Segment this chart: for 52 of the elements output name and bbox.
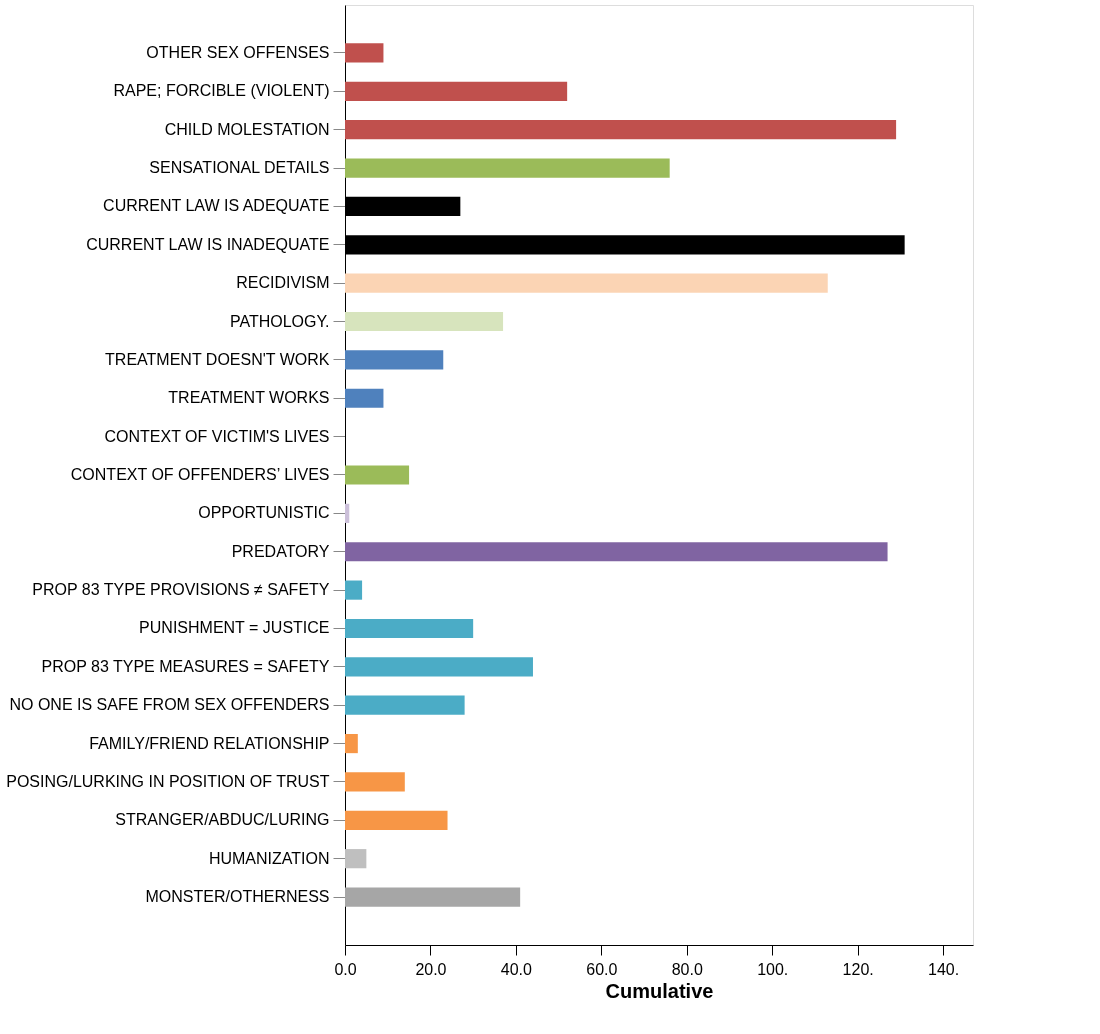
y-tick-label: PROP 83 TYPE MEASURES = SAFETY [41,657,330,675]
y-tick-label: CONTEXT OF VICTIM'S LIVES [104,427,330,445]
x-tick-label: 60.0 [586,960,618,978]
y-tick-label: OPPORTUNISTIC [198,504,330,522]
y-tick-label: NO ONE IS SAFE FROM SEX OFFENDERS [9,696,330,714]
x-tick-label: 140. [928,960,960,978]
y-tick-label: CURRENT LAW IS ADEQUATE [103,197,330,215]
bar [345,849,367,869]
y-tick-label: RAPE; FORCIBLE (VIOLENT) [113,82,330,100]
y-tick-label: PUNISHMENT = JUSTICE [139,619,330,637]
bar [345,887,521,907]
y-tick-label: PROP 83 TYPE PROVISIONS ≠ SAFETY [32,581,330,599]
bar [345,695,465,715]
bar [345,350,444,370]
bar [345,542,888,562]
y-tick-label: POSING/LURKING IN POSITION OF TRUST [6,772,330,790]
bar [345,158,670,178]
bar [345,465,410,485]
y-tick-label: RECIDIVISM [236,274,330,292]
bar [345,580,363,600]
y-tick-label: CONTEXT OF OFFENDERS’ LIVES [70,466,330,483]
y-tick-label: CHILD MOLESTATION [164,120,330,138]
bar [345,733,358,754]
x-tick-label: 100. [757,960,789,978]
x-tick-label: 0.0 [334,960,357,978]
bar [345,657,533,677]
bar [345,618,474,639]
bar [345,273,828,293]
x-tick-label: 120. [842,960,874,978]
y-tick-label: CURRENT LAW IS INADEQUATE [86,235,330,253]
x-tick-label: 40.0 [500,960,533,978]
bar [345,81,568,101]
x-tick-label: 80.0 [671,960,703,978]
bar [345,388,384,408]
x-axis-title: Cumulative [605,979,714,1002]
bar [345,43,384,63]
y-tick-label: SENSATIONAL DETAILS [149,159,330,177]
bar [345,810,448,830]
y-tick-label: FAMILY/FRIEND RELATIONSHIP [89,734,330,752]
bar [345,120,897,140]
y-tick-label: PREDATORY [231,542,330,560]
bar [345,311,504,332]
bar [345,503,350,523]
y-tick-label: STRANGER/ABDUC/LURING [115,811,330,829]
y-tick-label: TREATMENT DOESN'T WORK [105,350,330,368]
x-tick-label: 20.0 [415,960,447,978]
y-tick-label: PATHOLOGY. [229,312,330,330]
y-tick-label: OTHER SEX OFFENSES [146,43,330,61]
bar [345,772,405,792]
y-tick-label: MONSTER/OTHERNESS [145,888,330,906]
y-tick-label: HUMANIZATION [208,849,330,867]
y-tick-label: TREATMENT WORKS [168,389,330,407]
